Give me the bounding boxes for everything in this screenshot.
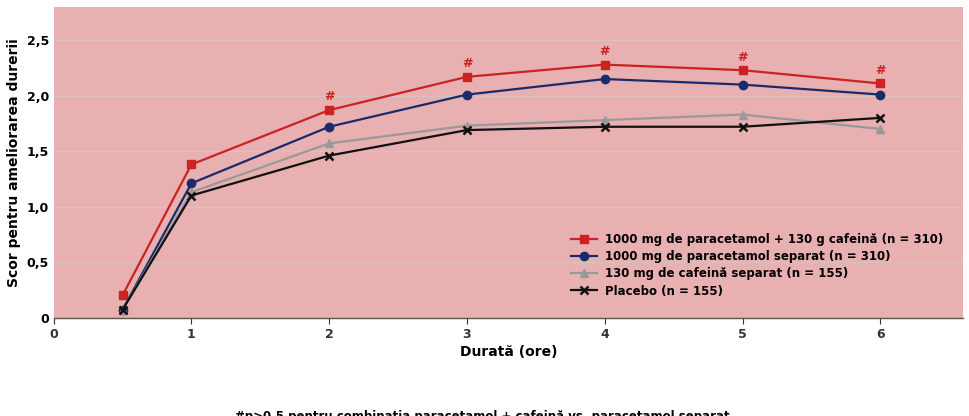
Text: #: # [324,90,334,104]
Text: #: # [736,50,747,64]
Y-axis label: Scor pentru ameliorarea durerii: Scor pentru ameliorarea durerii [7,38,21,287]
X-axis label: Durată (ore): Durată (ore) [459,345,556,359]
Text: #: # [874,64,885,77]
Legend: 1000 mg de paracetamol + 130 g cafeină (n = 310), 1000 mg de paracetamol separat: 1000 mg de paracetamol + 130 g cafeină (… [566,228,947,302]
Text: #: # [461,57,472,70]
Text: #p>0,5 pentru combinația paracetamol + cafeină vs. paracetamol separat,: #p>0,5 pentru combinația paracetamol + c… [235,410,734,416]
Text: #: # [599,45,610,58]
